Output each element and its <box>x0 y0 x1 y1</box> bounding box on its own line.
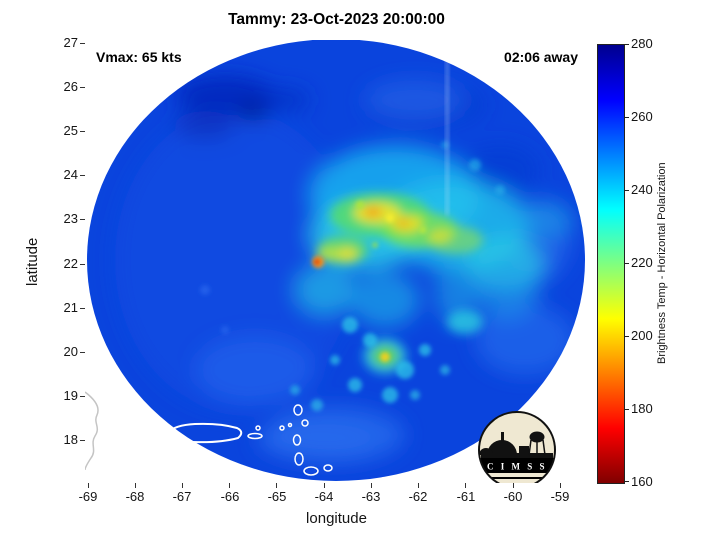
x-tick-label: -67 <box>172 489 192 504</box>
cimss-logo-skyline <box>479 431 553 458</box>
y-tick-mark <box>80 264 85 265</box>
y-tick-mark <box>80 352 85 353</box>
x-tick-label: -60 <box>503 489 523 504</box>
colorbar-tick-mark <box>625 117 629 118</box>
x-tick-label: -65 <box>267 489 287 504</box>
x-tick-label: -63 <box>361 489 381 504</box>
x-tick-mark <box>135 483 136 488</box>
colorbar-gradient <box>597 44 625 484</box>
y-tick-label: 20 <box>63 344 78 359</box>
x-tick-label: -62 <box>408 489 428 504</box>
microwave-swath-image: C I M S S <box>85 40 585 483</box>
y-tick-mark <box>80 43 85 44</box>
cimss-logo: C I M S S <box>478 411 556 483</box>
x-tick-mark <box>465 483 466 488</box>
y-tick-mark <box>80 175 85 176</box>
plot-area: C I M S S <box>85 40 588 483</box>
vmax-annotation: Vmax: 65 kts <box>96 49 182 65</box>
lesser-antilles-coastlines <box>247 404 333 476</box>
colorbar-tick-label: 160 <box>631 474 653 489</box>
colorbar-tick-mark <box>625 44 629 45</box>
x-tick-label: -68 <box>125 489 145 504</box>
y-tick-label: 22 <box>63 256 78 271</box>
colorbar-tick-label: 240 <box>631 182 653 197</box>
y-tick-label: 18 <box>63 432 78 447</box>
y-tick-label: 23 <box>63 211 78 226</box>
colorbar-tick-label: 260 <box>631 109 653 124</box>
colorbar-tick-mark <box>625 190 629 191</box>
x-tick-mark <box>276 483 277 488</box>
y-tick-label: 19 <box>63 388 78 403</box>
colorbar-tick-label: 180 <box>631 401 653 416</box>
x-tick-label: -64 <box>314 489 334 504</box>
puerto-rico-coastline <box>165 422 243 444</box>
colorbar-tick-mark <box>625 263 629 264</box>
x-tick-label: -59 <box>550 489 570 504</box>
colorbar-tick-mark <box>625 409 629 410</box>
colorbar-tick-label: 200 <box>631 328 653 343</box>
colorbar-tick-label: 220 <box>631 255 653 270</box>
y-tick-mark <box>80 440 85 441</box>
y-tick-mark <box>80 219 85 220</box>
y-tick-label: 26 <box>63 79 78 94</box>
x-tick-label: -61 <box>456 489 476 504</box>
y-tick-label: 27 <box>63 35 78 50</box>
x-tick-mark <box>371 483 372 488</box>
x-tick-label: -69 <box>78 489 98 504</box>
cimss-logo-text: C I M S S <box>487 462 547 472</box>
x-tick-mark <box>560 483 561 488</box>
time-offset-annotation: 02:06 away <box>504 49 578 65</box>
colorbar-tick-mark <box>625 336 629 337</box>
x-tick-mark <box>229 483 230 488</box>
hispaniola-coastline <box>85 391 99 471</box>
y-tick-mark <box>80 396 85 397</box>
colorbar-tick-mark <box>625 481 629 482</box>
x-tick-mark <box>418 483 419 488</box>
x-tick-label: -66 <box>220 489 240 504</box>
x-tick-mark <box>513 483 514 488</box>
x-tick-mark <box>88 483 89 488</box>
y-tick-label: 25 <box>63 123 78 138</box>
x-axis-label: longitude <box>306 510 367 527</box>
y-tick-label: 21 <box>63 300 78 315</box>
y-tick-mark <box>80 131 85 132</box>
y-tick-mark <box>80 308 85 309</box>
x-tick-mark <box>182 483 183 488</box>
y-tick-label: 24 <box>63 167 78 182</box>
colorbar-axis-label: Brightness Temp - Horizontal Polarizatio… <box>656 162 668 364</box>
x-tick-mark <box>324 483 325 488</box>
y-axis-label: latitude <box>24 237 41 286</box>
figure-title: Tammy: 23-Oct-2023 20:00:00 <box>228 11 445 28</box>
colorbar-tick-label: 280 <box>631 36 653 51</box>
swath-disk <box>87 40 585 481</box>
y-tick-mark <box>80 87 85 88</box>
